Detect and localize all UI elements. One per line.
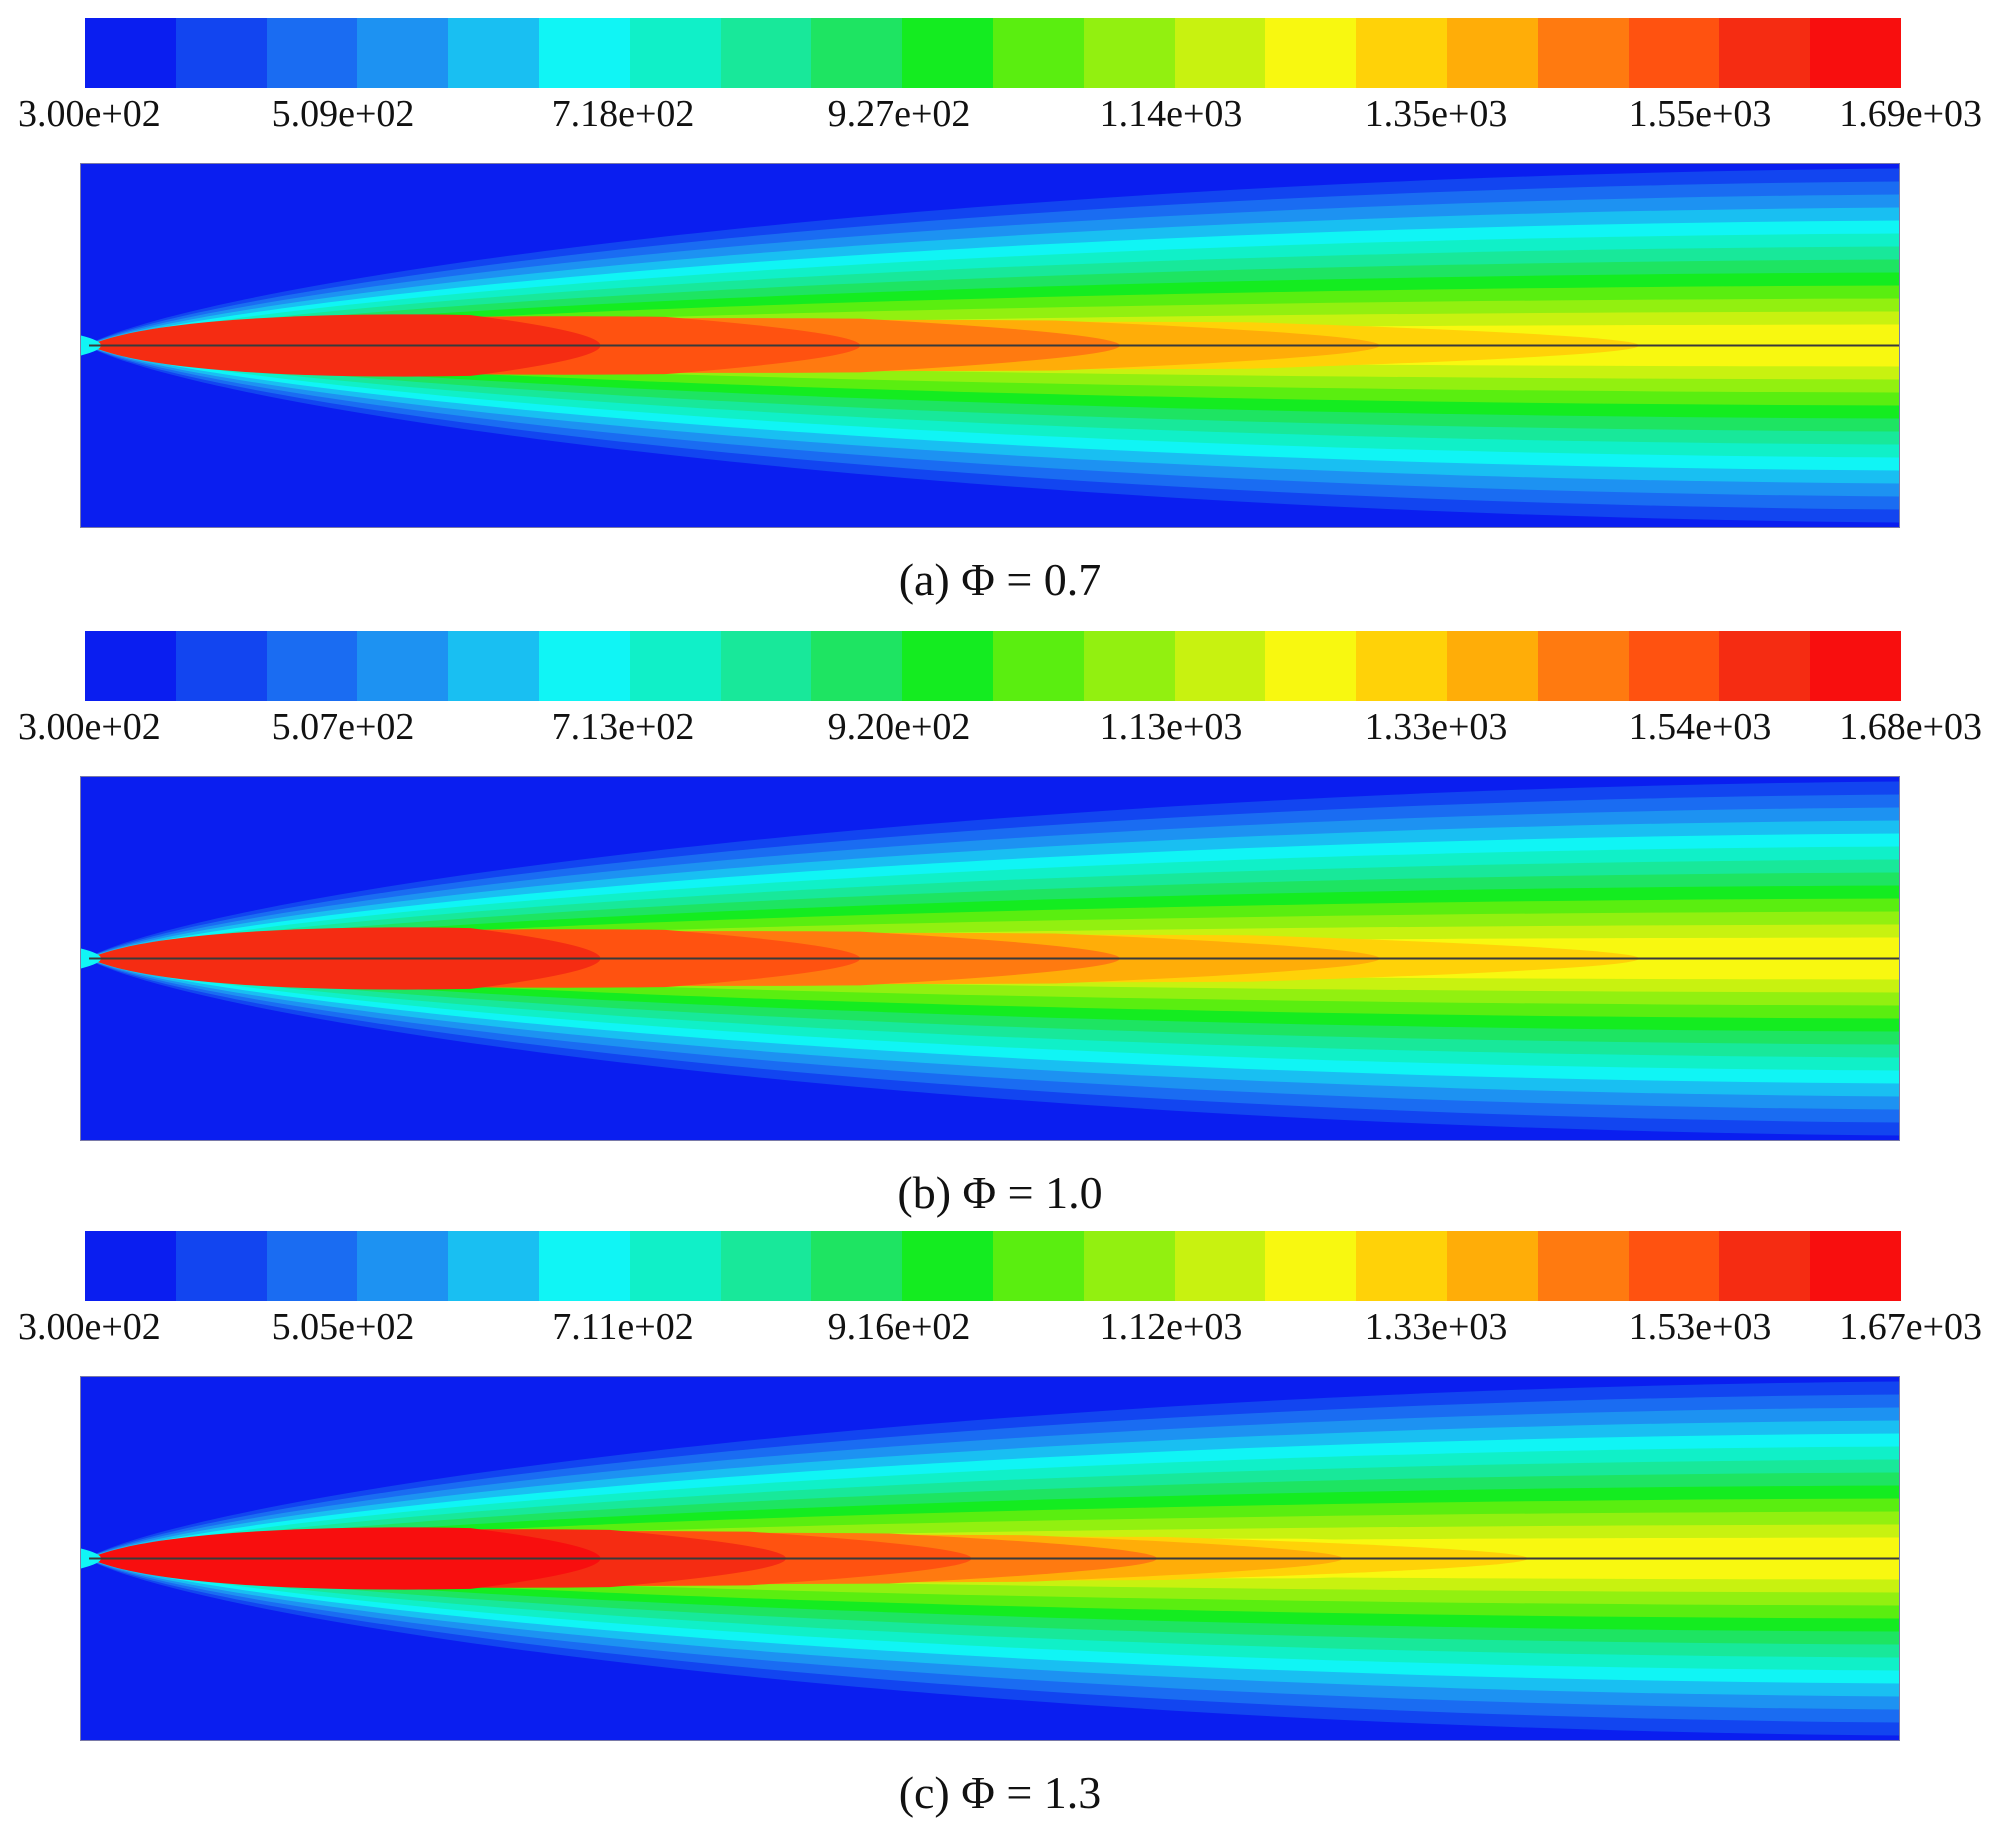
colorbar-swatch: [1265, 1231, 1357, 1301]
colorbar-swatch: [357, 18, 449, 88]
temperature-contour-plot: [80, 1376, 1900, 1741]
colorbar-tick-label: 7.11e+02: [552, 1306, 694, 1348]
colorbar: [85, 18, 1901, 88]
colorbar-swatch: [720, 18, 812, 88]
colorbar-swatch: [629, 631, 721, 701]
colorbar-tick-label: 1.14e+03: [1099, 93, 1243, 135]
colorbar-swatch: [266, 631, 358, 701]
colorbar-swatch: [448, 631, 539, 701]
colorbar-swatch: [1719, 18, 1811, 88]
colorbar-swatch: [992, 631, 1084, 701]
colorbar-tick-label: 1.55e+03: [1628, 93, 1772, 135]
colorbar-swatch: [992, 1231, 1084, 1301]
colorbar: [85, 631, 1901, 701]
colorbar-tick-label: 1.13e+03: [1099, 706, 1243, 748]
colorbar-ticks: 3.00e+02 5.09e+02 7.18e+02 9.27e+02 1.14e+03…: [0, 88, 2000, 138]
colorbar-swatch: [1174, 18, 1266, 88]
contour-field: [81, 1377, 1899, 1740]
colorbar-tick-label: 1.68e+03: [1839, 706, 1982, 748]
colorbar-swatch: [1083, 18, 1175, 88]
colorbar-swatch: [629, 18, 721, 88]
colorbar-swatch: [1537, 631, 1629, 701]
colorbar-swatch: [1719, 1231, 1811, 1301]
colorbar-tick-label: 3.00e+02: [18, 93, 161, 135]
temperature-contour-plot: [80, 163, 1900, 528]
panel-caption: (b) Φ = 1.0: [897, 1167, 1103, 1218]
colorbar-swatch: [1446, 631, 1538, 701]
colorbar-swatch: [902, 1231, 993, 1301]
colorbar-tick-label: 1.54e+03: [1628, 706, 1772, 748]
colorbar: [85, 1231, 1901, 1301]
colorbar-swatch: [1083, 631, 1175, 701]
colorbar-swatch: [720, 631, 812, 701]
colorbar-swatch: [538, 631, 630, 701]
colorbar-tick-label: 7.13e+02: [551, 706, 695, 748]
colorbar-swatch: [357, 1231, 449, 1301]
colorbar-swatch: [629, 1231, 721, 1301]
colorbar-tick-label: 1.33e+03: [1364, 1306, 1508, 1348]
colorbar-swatch: [811, 18, 903, 88]
colorbar-swatch: [1810, 18, 1901, 88]
colorbar-tick-label: 1.33e+03: [1364, 706, 1508, 748]
colorbar-swatch: [1446, 18, 1538, 88]
colorbar-swatch: [85, 18, 176, 88]
colorbar-swatch: [1810, 631, 1901, 701]
colorbar-tick-label: 9.20e+02: [827, 706, 971, 748]
panel-caption: (a) Φ = 0.7: [898, 554, 1102, 605]
colorbar-ticks: 3.00e+02 5.05e+02 7.11e+02 9.16e+02 1.12e+03…: [0, 1301, 2000, 1351]
colorbar-swatch: [266, 18, 358, 88]
colorbar-swatch: [1265, 631, 1357, 701]
colorbar-swatch: [1537, 18, 1629, 88]
colorbar-swatch: [811, 1231, 903, 1301]
colorbar-swatch: [1446, 1231, 1538, 1301]
temperature-contour-plot: [80, 776, 1900, 1141]
colorbar-tick-label: 5.07e+02: [271, 706, 415, 748]
colorbar-tick-label: 3.00e+02: [18, 1306, 161, 1348]
colorbar-swatch: [1356, 1231, 1447, 1301]
colorbar-swatch: [357, 631, 449, 701]
colorbar-tick-label: 9.27e+02: [827, 93, 971, 135]
colorbar-swatch: [1265, 18, 1357, 88]
colorbar-tick-label: 5.09e+02: [271, 93, 415, 135]
colorbar-tick-label: 1.12e+03: [1099, 1306, 1243, 1348]
colorbar-swatch: [448, 18, 539, 88]
colorbar-swatch: [1810, 1231, 1901, 1301]
colorbar-swatch: [1719, 631, 1811, 701]
contour-field: [81, 164, 1899, 527]
colorbar-swatch: [1537, 1231, 1629, 1301]
colorbar-tick-label: 1.35e+03: [1364, 93, 1508, 135]
colorbar-swatch: [1356, 631, 1447, 701]
colorbar-tick-label: 7.18e+02: [551, 93, 695, 135]
contour-field: [81, 777, 1899, 1140]
colorbar-swatch: [85, 631, 176, 701]
colorbar-swatch: [175, 1231, 267, 1301]
colorbar-swatch: [902, 18, 993, 88]
colorbar-swatch: [1083, 1231, 1175, 1301]
colorbar-swatch: [175, 631, 267, 701]
panel-caption: (c) Φ = 1.3: [898, 1767, 1102, 1818]
colorbar-swatch: [448, 1231, 539, 1301]
colorbar-tick-label: 5.05e+02: [271, 1306, 415, 1348]
colorbar-swatch: [811, 631, 903, 701]
colorbar-swatch: [538, 18, 630, 88]
colorbar-swatch: [1174, 631, 1266, 701]
colorbar-swatch: [720, 1231, 812, 1301]
colorbar-tick-label: 1.67e+03: [1839, 1306, 1982, 1348]
colorbar-ticks: 3.00e+02 5.07e+02 7.13e+02 9.20e+02 1.13e+03…: [0, 701, 2000, 751]
colorbar-swatch: [1174, 1231, 1266, 1301]
colorbar-swatch: [1356, 18, 1447, 88]
colorbar-swatch: [266, 1231, 358, 1301]
colorbar-swatch: [1628, 1231, 1720, 1301]
colorbar-tick-label: 9.16e+02: [827, 1306, 971, 1348]
colorbar-swatch: [85, 1231, 176, 1301]
colorbar-swatch: [992, 18, 1084, 88]
colorbar-swatch: [902, 631, 993, 701]
colorbar-swatch: [175, 18, 267, 88]
colorbar-tick-label: 1.69e+03: [1839, 93, 1982, 135]
colorbar-tick-label: 1.53e+03: [1628, 1306, 1772, 1348]
colorbar-swatch: [1628, 18, 1720, 88]
colorbar-swatch: [1628, 631, 1720, 701]
colorbar-tick-label: 3.00e+02: [18, 706, 161, 748]
colorbar-swatch: [538, 1231, 630, 1301]
